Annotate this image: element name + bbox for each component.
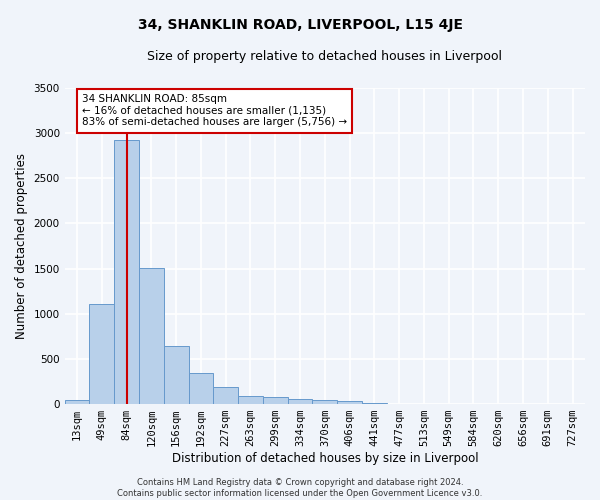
Bar [362,403,387,404]
Bar [214,387,238,404]
Y-axis label: Number of detached properties: Number of detached properties [15,153,28,339]
Text: 34, SHANKLIN ROAD, LIVERPOOL, L15 4JE: 34, SHANKLIN ROAD, LIVERPOOL, L15 4JE [137,18,463,32]
Text: Contains HM Land Registry data © Crown copyright and database right 2024.
Contai: Contains HM Land Registry data © Crown c… [118,478,482,498]
Bar [139,268,164,404]
Title: Size of property relative to detached houses in Liverpool: Size of property relative to detached ho… [148,50,502,63]
Bar [313,400,337,404]
Bar [89,304,114,404]
Text: 34 SHANKLIN ROAD: 85sqm
← 16% of detached houses are smaller (1,135)
83% of semi: 34 SHANKLIN ROAD: 85sqm ← 16% of detache… [82,94,347,128]
Bar [164,346,188,404]
Bar [263,397,287,404]
Bar [337,402,362,404]
Bar [65,400,89,404]
Bar [287,399,313,404]
Bar [114,140,139,404]
X-axis label: Distribution of detached houses by size in Liverpool: Distribution of detached houses by size … [172,452,478,465]
Bar [238,396,263,404]
Bar [188,374,214,404]
